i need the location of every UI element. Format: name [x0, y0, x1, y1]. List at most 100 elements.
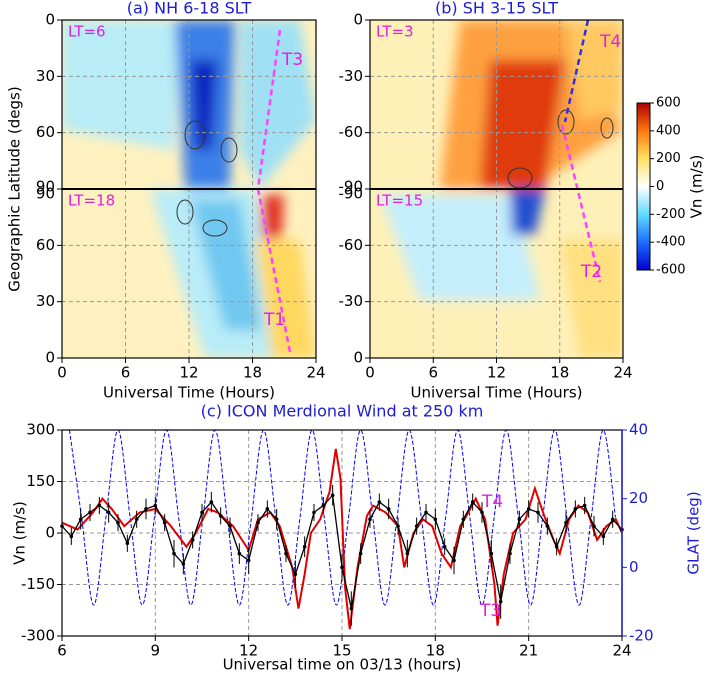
panel-title: (b) SH 3-15 SLT [435, 0, 558, 18]
y-tick-label: 0 [353, 11, 363, 29]
data-point [162, 520, 167, 525]
y-tick-label: 0 [45, 349, 55, 367]
data-point [106, 510, 111, 515]
colorbar-tick-label: 400 [656, 123, 681, 138]
data-point [414, 524, 419, 528]
data-point [526, 507, 531, 511]
colorbar [636, 102, 651, 271]
data-point [452, 558, 456, 563]
x-tick-label: 24 [612, 642, 631, 660]
y-tick-label: 0 [353, 349, 363, 367]
x-tick-label: 12 [179, 364, 198, 382]
data-point [610, 517, 615, 522]
data-point [69, 534, 74, 539]
y-tick-label: 90 [36, 178, 55, 196]
chart-title: (c) ICON Merdional Wind at 250 km [201, 402, 484, 421]
panel-label: LT=15 [376, 192, 423, 210]
colorbar-tick-label: 600 [656, 96, 681, 111]
data-point [386, 507, 391, 511]
data-point [554, 544, 559, 549]
x-axis-label: Universal Time (Hours) [103, 384, 275, 402]
x-axis-label: Universal time on 03/13 (hours) [223, 656, 462, 674]
data-point [209, 500, 214, 504]
x-tick-label: 6 [428, 364, 438, 382]
data-point [125, 541, 130, 546]
x-tick-label: 0 [365, 364, 375, 382]
y-tick-label: -90 [339, 178, 364, 196]
x-tick-label: 24 [306, 364, 325, 382]
data-point [190, 538, 195, 542]
data-point [97, 503, 102, 508]
data-point [592, 524, 596, 528]
data-point [424, 510, 428, 515]
data-point [200, 510, 204, 515]
data-point [461, 517, 466, 522]
x-tick-label: 18 [426, 642, 445, 660]
annotation: T2 [580, 262, 602, 282]
data-point [377, 500, 382, 504]
x-axis-label: Universal Time (Hours) [411, 384, 583, 402]
data-point [601, 534, 606, 539]
data-point [116, 520, 120, 525]
data-point [489, 551, 494, 556]
annotation: T3 [479, 601, 501, 621]
annotation: T3 [281, 50, 303, 70]
x-tick-label: 18 [243, 364, 262, 382]
y-tick-label: -90 [339, 185, 364, 203]
y-axis-label: Vn (m/s) [11, 501, 29, 565]
data-point [284, 551, 288, 556]
data-point [237, 551, 242, 556]
data-point [293, 572, 298, 576]
data-point [181, 562, 186, 566]
data-point [78, 517, 83, 522]
y-tick-label: -60 [339, 236, 364, 254]
data-point [564, 520, 568, 525]
data-point [218, 514, 223, 518]
data-point [545, 524, 550, 528]
x-tick-label: 12 [239, 642, 258, 660]
y-tick-label: -300 [21, 627, 55, 645]
y2-tick-label: 40 [629, 421, 648, 439]
data-point [246, 558, 251, 563]
y-tick-label: 0 [45, 11, 55, 29]
y-tick-label: 0 [45, 524, 55, 542]
x-tick-label: 0 [57, 364, 67, 382]
data-point [312, 510, 316, 515]
y2-axis-label: GLAT (deg) [685, 491, 703, 574]
y-tick-label: 90 [36, 185, 55, 203]
y-tick-label: 30 [36, 67, 55, 85]
data-point [358, 551, 363, 556]
x-tick-label: 18 [550, 364, 569, 382]
data-point [517, 517, 522, 522]
y2-tick-label: -20 [629, 627, 654, 645]
series-line [68, 430, 616, 606]
data-point [321, 503, 326, 508]
data-point [256, 520, 260, 525]
y-tick-label: -150 [21, 575, 55, 593]
data-point [442, 544, 447, 549]
y-tick-label: 60 [36, 236, 55, 254]
data-point [582, 503, 587, 508]
y2-tick-label: 20 [629, 489, 648, 507]
data-point [153, 503, 158, 508]
x-tick-label: 21 [519, 642, 538, 660]
x-tick-label: 15 [332, 642, 351, 660]
y-tick-label: -30 [339, 67, 364, 85]
panel-label: LT=6 [68, 23, 106, 41]
data-point [470, 500, 475, 504]
colorbar-tick-label: -400 [656, 235, 686, 250]
data-point [134, 517, 139, 522]
data-point [368, 517, 372, 522]
data-point [498, 599, 503, 604]
data-point [433, 517, 438, 522]
y-tick-label: -30 [339, 292, 364, 310]
colorbar-tick-label: 0 [656, 179, 664, 194]
y-tick-label: -60 [339, 123, 364, 141]
data-point [396, 524, 400, 528]
x-tick-label: 6 [57, 642, 67, 660]
data-point [265, 507, 270, 511]
data-point [302, 544, 307, 549]
y2-tick-label: 0 [629, 558, 639, 576]
x-tick-label: 24 [613, 364, 632, 382]
